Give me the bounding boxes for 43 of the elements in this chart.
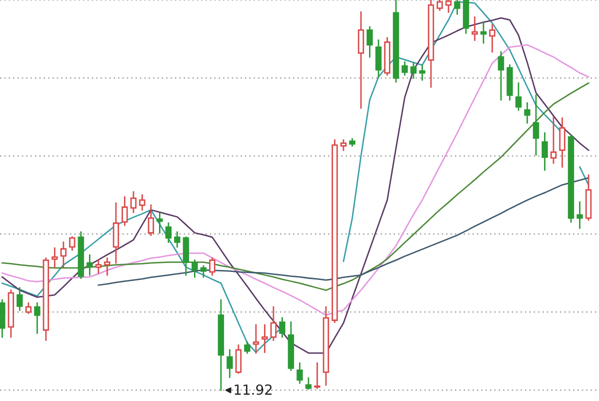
candlestick xyxy=(8,290,14,338)
candlestick xyxy=(218,299,224,391)
candlestick xyxy=(384,37,390,76)
candlestick xyxy=(524,102,530,124)
candlestick xyxy=(42,258,50,341)
candlestick xyxy=(112,202,120,264)
candlestick xyxy=(174,231,180,248)
candlestick xyxy=(226,349,233,378)
candlestick xyxy=(209,258,216,276)
candlestick xyxy=(489,24,496,53)
candlestick xyxy=(279,317,286,338)
candlestick xyxy=(436,0,443,11)
candlestick xyxy=(506,64,513,101)
candlestick xyxy=(156,212,163,234)
candlestick xyxy=(52,247,58,268)
candlestick xyxy=(262,324,268,353)
candlestick xyxy=(472,16,478,41)
candlestick xyxy=(182,236,190,276)
candlestick xyxy=(69,236,76,251)
candlestick xyxy=(104,258,110,276)
candlestick xyxy=(576,201,583,229)
candlestick xyxy=(86,254,93,276)
candlestick xyxy=(314,362,320,389)
candlestick xyxy=(122,196,128,226)
candlestick xyxy=(34,302,40,334)
candlestick xyxy=(402,61,408,76)
candlestick xyxy=(366,26,373,58)
candlestick xyxy=(296,362,303,384)
annotation: 11.92 xyxy=(234,384,272,395)
candlestick xyxy=(349,138,356,147)
candlestick xyxy=(332,139,338,323)
candlestick xyxy=(358,11,364,109)
candlestick xyxy=(454,0,460,15)
candlestick xyxy=(60,242,67,268)
candlestick xyxy=(16,287,23,311)
candlestick xyxy=(0,299,6,338)
candlestick xyxy=(559,118,566,168)
candlestick xyxy=(192,259,198,278)
candlestick xyxy=(322,306,330,386)
candlestick xyxy=(532,94,540,156)
candlestick xyxy=(419,64,426,81)
candlestick xyxy=(542,132,548,171)
candlestick xyxy=(139,194,146,211)
